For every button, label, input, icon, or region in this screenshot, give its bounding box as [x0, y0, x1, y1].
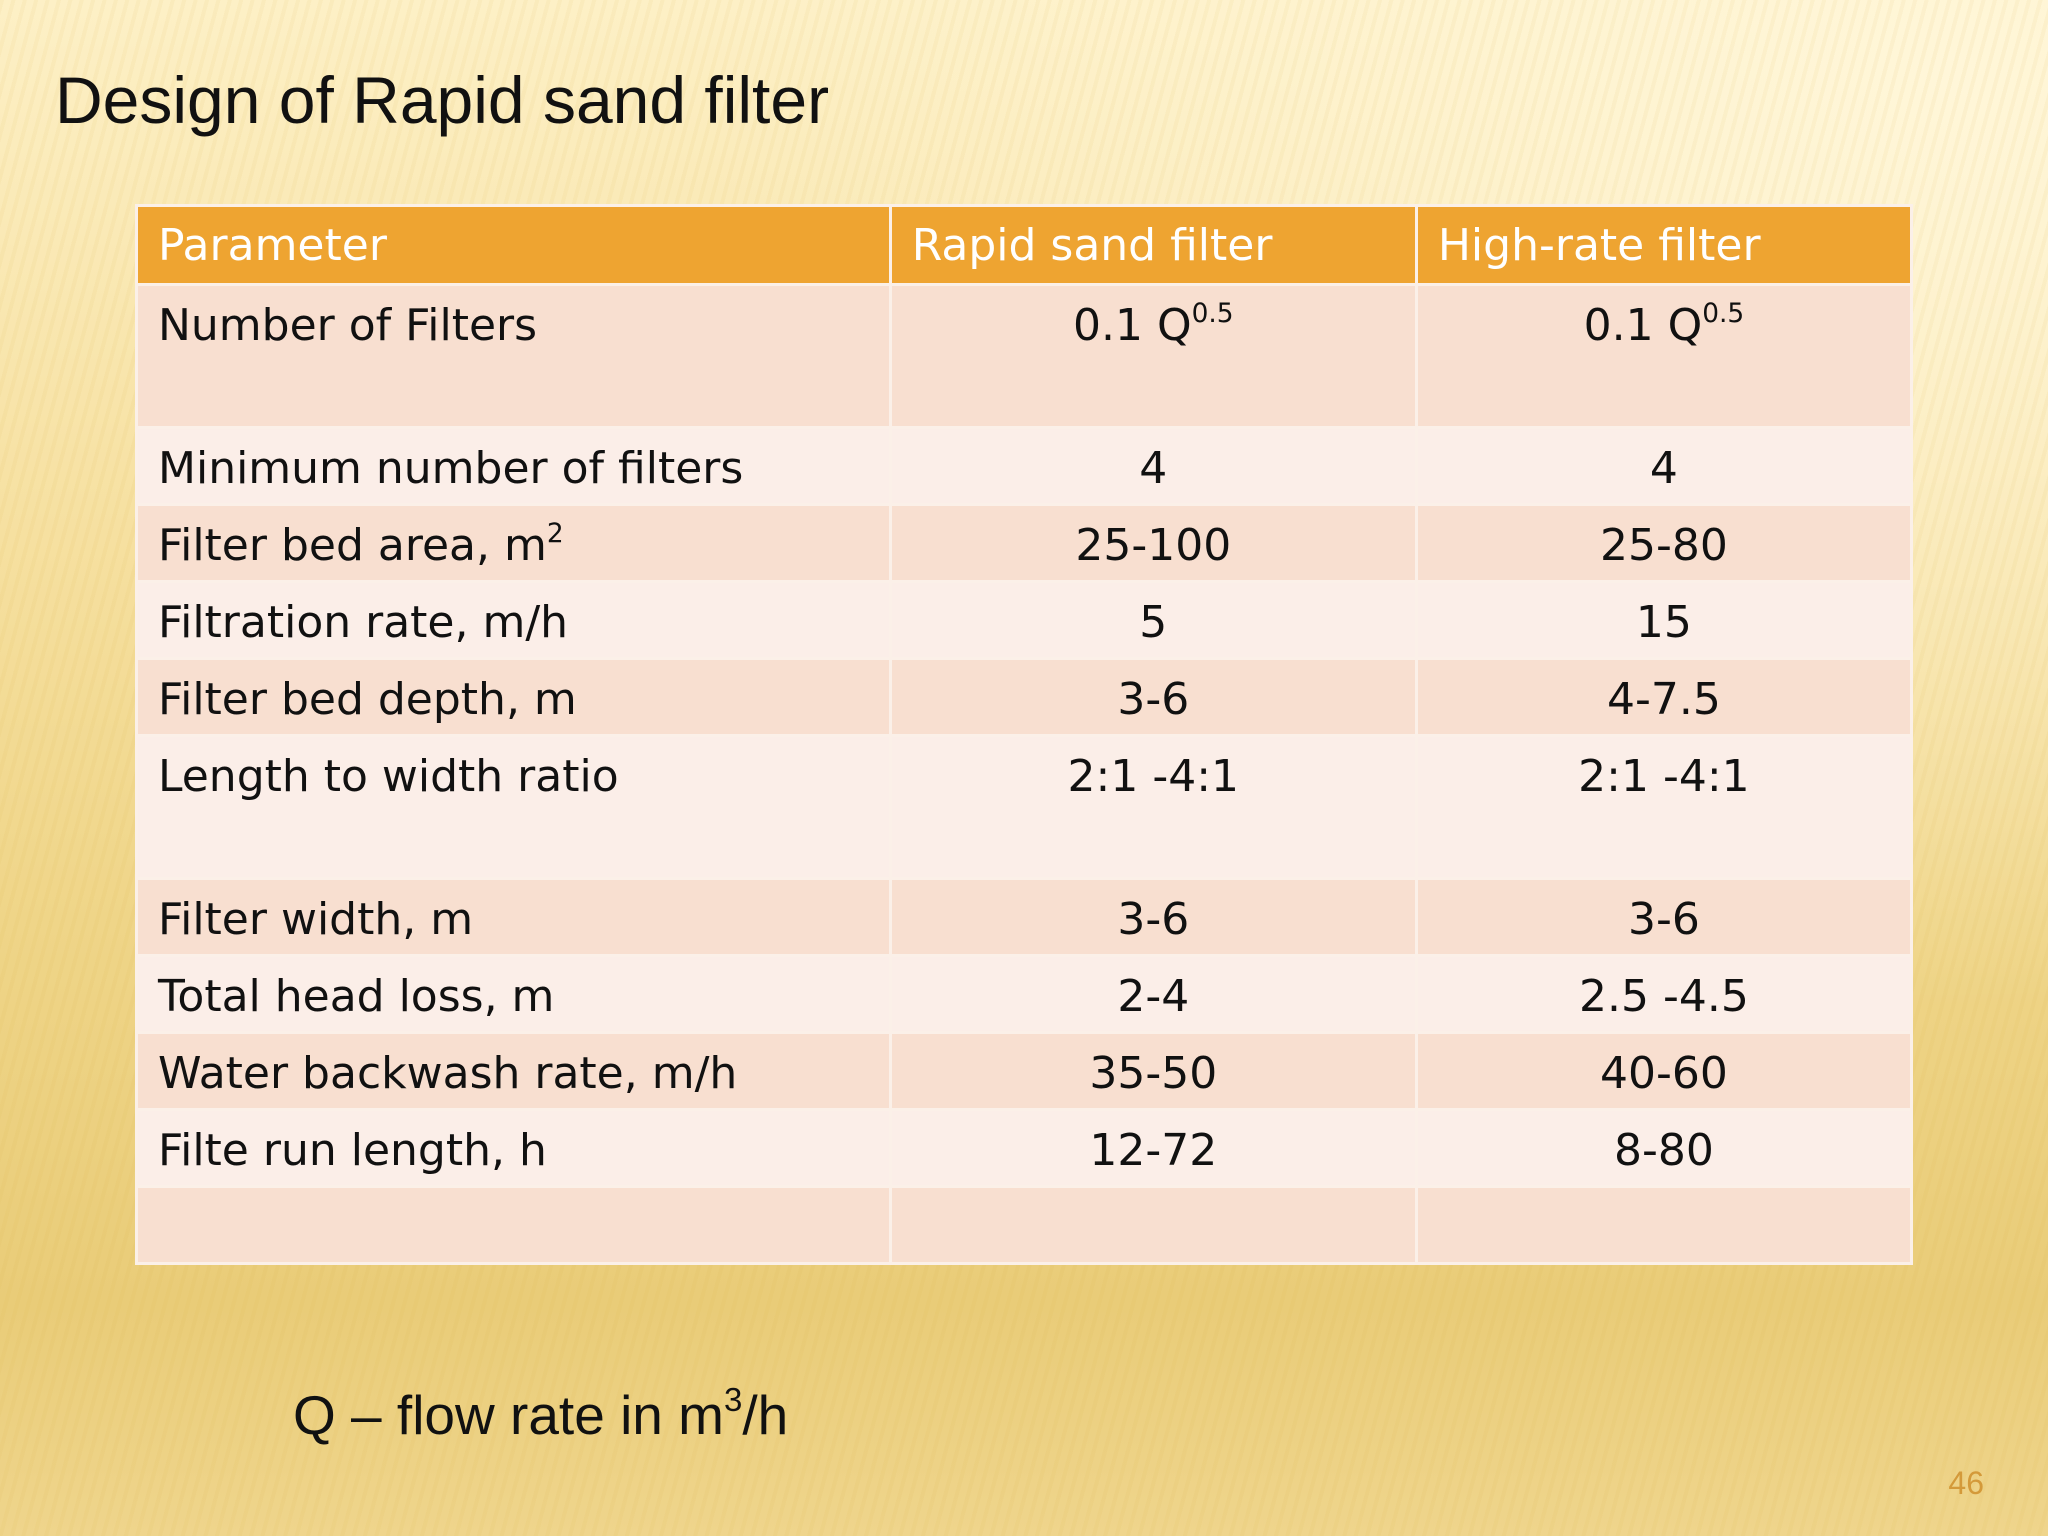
high-rate-cell: [1414, 1185, 1914, 1265]
table-row: Length to width ratio 2:1 -4:1 2:1 -4:1: [135, 734, 1914, 880]
rapid-cell: 3-6: [888, 877, 1418, 957]
table-row: Filte run length, h 12-72 8-80: [135, 1108, 1914, 1188]
table-row: Number of Filters 0.1 Q0.5 0.1 Q0.5: [135, 283, 1914, 429]
high-rate-cell: 4-7.5: [1414, 657, 1914, 737]
param-cell: Filter width, m: [135, 877, 892, 957]
param-cell: Filter bed area, m2: [135, 503, 892, 583]
high-rate-cell: 2.5 -4.5: [1414, 954, 1914, 1034]
table-row: Water backwash rate, m/h 35-50 40-60: [135, 1031, 1914, 1111]
header-high-rate-filter: High-rate filter: [1414, 204, 1914, 286]
rapid-cell: [888, 1185, 1418, 1265]
table-row: Total head loss, m 2-4 2.5 -4.5: [135, 954, 1914, 1034]
param-cell: Water backwash rate, m/h: [135, 1031, 892, 1111]
param-cell: Minimum number of filters: [135, 426, 892, 506]
header-parameter: Parameter: [135, 204, 892, 286]
rapid-cell: 2:1 -4:1: [888, 734, 1418, 880]
rapid-cell: 0.1 Q0.5: [888, 283, 1418, 429]
high-rate-cell: 0.1 Q0.5: [1414, 283, 1914, 429]
page-number: 46: [1948, 1465, 1984, 1501]
high-rate-cell: 40-60: [1414, 1031, 1914, 1111]
high-rate-cell: 2:1 -4:1: [1414, 734, 1914, 880]
table-row-empty: [135, 1185, 1914, 1265]
table-row: Filtration rate, m/h 5 15: [135, 580, 1914, 660]
param-cell: Total head loss, m: [135, 954, 892, 1034]
high-rate-cell: 15: [1414, 580, 1914, 660]
table-row: Filter width, m 3-6 3-6: [135, 877, 1914, 957]
param-cell: Number of Filters: [135, 283, 892, 429]
high-rate-cell: 25-80: [1414, 503, 1914, 583]
param-cell: Filtration rate, m/h: [135, 580, 892, 660]
table-row: Filter bed depth, m 3-6 4-7.5: [135, 657, 1914, 737]
table-row: Filter bed area, m2 25-100 25-80: [135, 503, 1914, 583]
high-rate-cell: 3-6: [1414, 877, 1914, 957]
rapid-cell: 2-4: [888, 954, 1418, 1034]
rapid-cell: 3-6: [888, 657, 1418, 737]
table-header-row: Parameter Rapid sand filter High-rate fi…: [135, 204, 1914, 286]
param-cell: Filte run length, h: [135, 1108, 892, 1188]
high-rate-cell: 8-80: [1414, 1108, 1914, 1188]
parameters-table: Parameter Rapid sand filter High-rate fi…: [135, 204, 1914, 1265]
high-rate-cell: 4: [1414, 426, 1914, 506]
rapid-cell: 12-72: [888, 1108, 1418, 1188]
slide-title: Design of Rapid sand filter: [55, 63, 830, 137]
rapid-cell: 25-100: [888, 503, 1418, 583]
rapid-cell: 35-50: [888, 1031, 1418, 1111]
rapid-cell: 4: [888, 426, 1418, 506]
table-row: Minimum number of filters 4 4: [135, 426, 1914, 506]
flow-rate-footnote: Q – flow rate in m3/h: [293, 1381, 789, 1446]
param-cell: Filter bed depth, m: [135, 657, 892, 737]
rapid-cell: 5: [888, 580, 1418, 660]
param-cell: [135, 1185, 892, 1265]
param-cell: Length to width ratio: [135, 734, 892, 880]
header-rapid-sand-filter: Rapid sand filter: [888, 204, 1418, 286]
